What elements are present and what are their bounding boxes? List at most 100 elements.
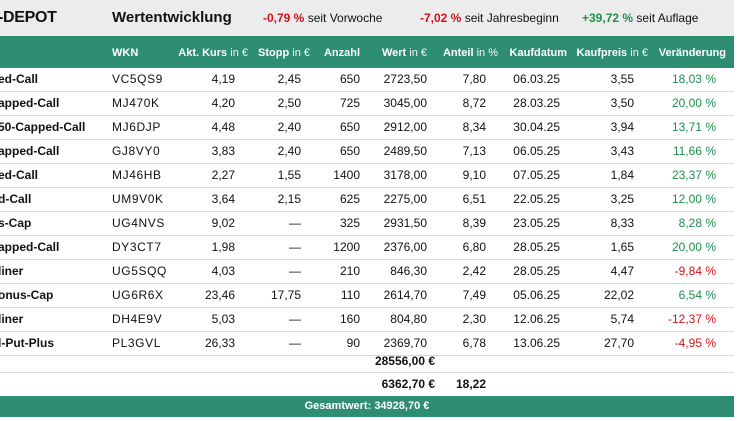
cell-kaufpreis: 3,50: [610, 96, 634, 110]
cell-wkn: DH4E9V: [112, 312, 163, 326]
cell-kaufdatum: 22.05.25: [513, 192, 560, 206]
table-row: liner UG5SQQ 4,03 — 210 846,30 2,42 28.05.25 4,4…: [0, 260, 734, 284]
depot-header: -DEPOT Wertentwicklung -0,79 % seit Vorw…: [0, 0, 734, 36]
cell-kurs: 4,48: [211, 120, 235, 134]
cell-kaufpreis: 1,65: [610, 240, 634, 254]
cell-veraenderung: -12,37 %: [667, 312, 716, 326]
cell-wert: 3178,00: [383, 168, 427, 182]
gesamtwert-bar: Gesamtwert: 34928,70 €: [0, 396, 734, 417]
cell-kaufdatum: 06.05.25: [513, 144, 560, 158]
cell-name: onus-Cap: [0, 288, 54, 302]
col-wkn: WKN: [112, 47, 139, 59]
cash-value: 6362,70 €: [381, 377, 435, 391]
cell-wert: 3045,00: [383, 96, 427, 110]
cell-name: liner: [0, 312, 24, 326]
cell-kaufpreis: 8,33: [610, 216, 634, 230]
table-row: ed-Call MJ46HB 2,27 1,55 1400 3178,00 9,10 07.0…: [0, 164, 734, 188]
cell-kurs: 5,03: [211, 312, 235, 326]
cell-wkn: MJ46HB: [112, 168, 162, 182]
cell-anteil: 8,34: [462, 120, 486, 134]
cell-stopp: —: [289, 264, 301, 278]
cell-wert: 2376,00: [383, 240, 427, 254]
cell-kaufpreis: 3,43: [610, 144, 634, 158]
gesamtwert-label: Gesamtwert: 34928,70 €: [304, 400, 430, 412]
cell-veraenderung: -9,84 %: [674, 264, 716, 278]
cell-veraenderung: 20,00 %: [671, 240, 716, 254]
depot-title: -DEPOT: [0, 9, 57, 26]
cell-kurs: 4,20: [211, 96, 235, 110]
cell-anzahl: 625: [339, 192, 360, 206]
cell-kaufdatum: 06.03.25: [513, 72, 560, 86]
cash-share: 18,22: [455, 377, 486, 391]
cell-wkn: UG5SQQ: [112, 264, 167, 278]
cell-wert: 846,30: [390, 264, 427, 278]
kpi-jahresbeginn-value: -7,02 %: [420, 11, 462, 25]
cell-wkn: UM9V0K: [112, 192, 164, 206]
cell-stopp: 2,40: [277, 144, 301, 158]
cell-veraenderung: 20,00 %: [671, 96, 716, 110]
col-wert: Wert in €: [381, 47, 427, 59]
cell-wkn: MJ470K: [112, 96, 160, 110]
cell-anzahl: 1400: [333, 168, 360, 182]
cell-kaufdatum: 13.06.25: [513, 336, 560, 350]
cell-anzahl: 1200: [333, 240, 360, 254]
cell-name: d-Call: [0, 192, 32, 206]
cell-anteil: 6,78: [462, 336, 486, 350]
cell-name: l-Put-Plus: [0, 336, 54, 350]
cell-name: ed-Call: [0, 168, 39, 182]
kpi-vorwoche-value: -0,79 %: [263, 11, 305, 25]
invested-total: 28556,00 €: [374, 354, 435, 368]
cell-anteil: 7,13: [462, 144, 486, 158]
cell-kaufdatum: 07.05.25: [513, 168, 560, 182]
cell-anteil: 9,10: [462, 168, 486, 182]
cell-wert: 2369,70: [383, 336, 427, 350]
wertentwicklung-label: Wertentwicklung: [112, 9, 232, 26]
table-row: apped-Call DY3CT7 1,98 — 1200 2376,00 6,80 28.0…: [0, 236, 734, 260]
cell-stopp: 2,50: [277, 96, 301, 110]
table-row: s-Cap UG4NVS 9,02 — 325 2931,50 8,39 23.05.25 8,…: [0, 212, 734, 236]
cell-anteil: 6,80: [462, 240, 486, 254]
cell-kurs: 23,46: [204, 288, 235, 302]
kpi-vorwoche: -0,79 % seit Vorwoche: [263, 11, 382, 25]
cell-wert: 2912,00: [383, 120, 427, 134]
cell-wkn: DY3CT7: [112, 240, 162, 254]
cell-wert: 2931,50: [383, 216, 427, 230]
cell-name: s-Cap: [0, 216, 32, 230]
cell-kaufdatum: 28.03.25: [513, 96, 560, 110]
table-row: liner DH4E9V 5,03 — 160 804,80 2,30 12.06.25 5,7…: [0, 308, 734, 332]
cell-stopp: —: [289, 336, 301, 350]
kpi-auflage: +39,72 % seit Auflage: [582, 11, 698, 25]
col-anzahl: Anzahl: [323, 47, 360, 59]
cell-anzahl: 110: [340, 288, 360, 302]
cell-name: ed-Call: [0, 72, 39, 86]
cell-veraenderung: -4,95 %: [674, 336, 716, 350]
cell-anzahl: 650: [339, 72, 360, 86]
table-body: ed-Call VC5QS9 4,19 2,45 650 2723,50 7,80 06.03…: [0, 68, 734, 356]
summary-invested-row: 28556,00 €: [0, 350, 734, 373]
cell-kurs: 3,64: [211, 192, 235, 206]
cell-wert: 2275,00: [383, 192, 427, 206]
cell-kaufpreis: 3,25: [610, 192, 634, 206]
cell-wkn: UG6R6X: [112, 288, 164, 302]
cell-anteil: 2,42: [462, 264, 486, 278]
cell-veraenderung: 12,00 %: [671, 192, 716, 206]
cell-anteil: 8,39: [462, 216, 486, 230]
col-stopp: Stopp in €: [258, 47, 310, 59]
cell-anteil: 7,49: [462, 288, 486, 302]
cell-wkn: PL3GVL: [112, 336, 161, 350]
cell-veraenderung: 13,71 %: [671, 120, 716, 134]
cell-kurs: 4,03: [211, 264, 235, 278]
cell-kaufpreis: 22,02: [603, 288, 634, 302]
cell-stopp: —: [289, 216, 301, 230]
cell-wkn: UG4NVS: [112, 216, 165, 230]
cell-kurs: 3,83: [211, 144, 235, 158]
cell-anzahl: 210: [339, 264, 360, 278]
cell-kaufdatum: 28.05.25: [513, 264, 560, 278]
table-row: d-Call UM9V0K 3,64 2,15 625 2275,00 6,51 22.05.…: [0, 188, 734, 212]
col-veraenderung: Veränderung: [658, 47, 726, 59]
cell-kaufpreis: 4,47: [610, 264, 634, 278]
cell-wert: 804,80: [390, 312, 427, 326]
cell-anzahl: 650: [339, 120, 360, 134]
cell-kaufdatum: 12.06.25: [513, 312, 560, 326]
table-row: apped-Call MJ470K 4,20 2,50 725 3045,00 8,72 28…: [0, 92, 734, 116]
